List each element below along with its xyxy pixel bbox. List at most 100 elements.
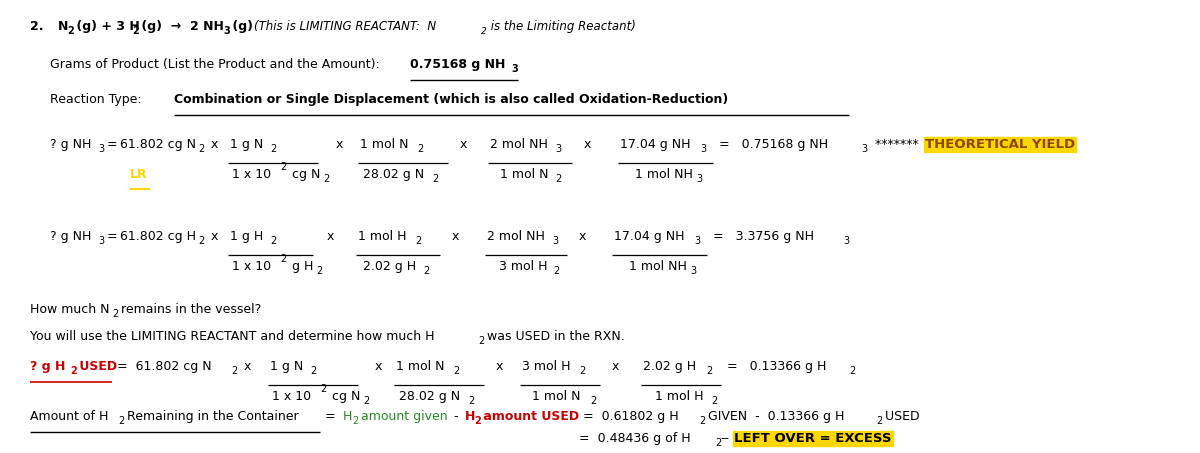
Text: 2: 2 xyxy=(280,254,287,264)
Text: 2: 2 xyxy=(415,236,421,246)
Text: 2: 2 xyxy=(474,416,481,426)
Text: 3: 3 xyxy=(700,144,706,154)
Text: 2: 2 xyxy=(280,162,287,172)
Text: 2: 2 xyxy=(364,396,370,406)
Text: 28.02 g N: 28.02 g N xyxy=(364,168,424,181)
Text: 2: 2 xyxy=(67,26,73,36)
Text: x: x xyxy=(203,138,218,151)
Text: ? g NH: ? g NH xyxy=(50,230,91,243)
Text: 3: 3 xyxy=(223,26,229,36)
Text: 2: 2 xyxy=(554,174,562,184)
Text: x: x xyxy=(314,230,335,243)
Text: 17.04 g NH: 17.04 g NH xyxy=(620,138,690,151)
Text: 1 x 10: 1 x 10 xyxy=(232,260,271,273)
Text: =: = xyxy=(103,230,121,243)
Text: THEORETICAL YIELD: THEORETICAL YIELD xyxy=(925,138,1075,151)
Text: 2: 2 xyxy=(481,27,487,36)
Text: =  61.802 cg N: = 61.802 cg N xyxy=(113,360,211,373)
Text: =   0.75168 g NH: = 0.75168 g NH xyxy=(715,138,828,151)
Text: x: x xyxy=(484,360,503,373)
Text: 1 g H: 1 g H xyxy=(230,230,263,243)
Text: 1 mol NH: 1 mol NH xyxy=(635,168,692,181)
Text: 2: 2 xyxy=(230,366,238,376)
Text: 1 mol H: 1 mol H xyxy=(655,390,703,403)
Text: 2: 2 xyxy=(850,366,856,376)
Text: ? g NH: ? g NH xyxy=(50,138,91,151)
Text: -: - xyxy=(450,410,462,423)
Text: x: x xyxy=(572,138,592,151)
Text: 1 g N: 1 g N xyxy=(230,138,263,151)
Text: --: -- xyxy=(720,432,730,445)
Text: 1 x 10: 1 x 10 xyxy=(272,390,311,403)
Text: 2: 2 xyxy=(710,396,718,406)
Text: 2: 2 xyxy=(418,144,424,154)
Text: Remaining in the Container: Remaining in the Container xyxy=(124,410,299,423)
Text: 3: 3 xyxy=(554,144,562,154)
Text: amount USED: amount USED xyxy=(479,410,580,423)
Text: 2: 2 xyxy=(715,438,721,448)
Text: 2: 2 xyxy=(876,416,882,426)
Text: 1 mol NH: 1 mol NH xyxy=(629,260,686,273)
Text: Grams of Product (List the Product and the Amount):: Grams of Product (List the Product and t… xyxy=(50,58,391,71)
Text: amount given: amount given xyxy=(358,410,448,423)
Text: x: x xyxy=(236,360,251,373)
Text: 0.75168 g NH: 0.75168 g NH xyxy=(410,58,505,71)
Text: USED: USED xyxy=(881,410,919,423)
Text: 1 mol N: 1 mol N xyxy=(396,360,444,373)
Text: 2: 2 xyxy=(590,396,596,406)
Text: (g) + 3 H: (g) + 3 H xyxy=(72,20,139,33)
Text: 2: 2 xyxy=(198,144,204,154)
Text: 3: 3 xyxy=(98,144,104,154)
Text: =: = xyxy=(103,138,121,151)
Text: 2: 2 xyxy=(310,366,317,376)
Text: 2: 2 xyxy=(468,396,474,406)
Text: 2: 2 xyxy=(70,366,77,376)
Text: 3: 3 xyxy=(511,64,517,74)
Text: 3: 3 xyxy=(690,266,696,276)
Text: H: H xyxy=(343,410,353,423)
Text: =  0.48436 g of H: = 0.48436 g of H xyxy=(580,432,691,445)
Text: 3: 3 xyxy=(696,174,702,184)
Text: 3: 3 xyxy=(694,236,700,246)
Text: Combination or Single Displacement (which is also called Oxidation-Reduction): Combination or Single Displacement (whic… xyxy=(174,93,728,106)
Text: Amount of H: Amount of H xyxy=(30,410,108,423)
Text: 2: 2 xyxy=(454,366,460,376)
Text: LEFT OVER = EXCESS: LEFT OVER = EXCESS xyxy=(734,432,892,445)
Text: 3: 3 xyxy=(862,144,868,154)
Text: 2: 2 xyxy=(112,309,119,319)
Text: is the Limiting Reactant): is the Limiting Reactant) xyxy=(487,20,636,33)
Text: 1 g N: 1 g N xyxy=(270,360,304,373)
Text: 2: 2 xyxy=(132,26,139,36)
Text: 2.02 g H: 2.02 g H xyxy=(364,260,416,273)
Text: x: x xyxy=(203,230,218,243)
Text: Reaction Type:: Reaction Type: xyxy=(50,93,150,106)
Text: 3: 3 xyxy=(98,236,104,246)
Text: 2.: 2. xyxy=(30,20,43,33)
Text: (g): (g) xyxy=(228,20,262,33)
Text: 1 mol N: 1 mol N xyxy=(500,168,548,181)
Text: 3 mol H: 3 mol H xyxy=(499,260,547,273)
Text: USED: USED xyxy=(74,360,118,373)
Text: N: N xyxy=(58,20,68,33)
Text: H: H xyxy=(466,410,475,423)
Text: 2: 2 xyxy=(553,266,559,276)
Text: 2 mol NH: 2 mol NH xyxy=(487,230,545,243)
Text: 2: 2 xyxy=(424,266,430,276)
Text: 2: 2 xyxy=(432,174,438,184)
Text: 2: 2 xyxy=(320,384,326,394)
Text: 2: 2 xyxy=(323,174,329,184)
Text: 2: 2 xyxy=(706,366,713,376)
Text: 1 mol N: 1 mol N xyxy=(360,138,408,151)
Text: cg N: cg N xyxy=(288,168,320,181)
Text: 3: 3 xyxy=(552,236,558,246)
Text: 2: 2 xyxy=(270,236,276,246)
Text: 61.802 cg H: 61.802 cg H xyxy=(120,230,196,243)
Text: 2 mol NH: 2 mol NH xyxy=(490,138,548,151)
Text: was USED in the RXN.: was USED in the RXN. xyxy=(482,330,625,343)
Text: 1 mol N: 1 mol N xyxy=(532,390,581,403)
Text: x: x xyxy=(448,138,467,151)
Text: remains in the vessel?: remains in the vessel? xyxy=(118,303,262,316)
Text: 1 mol H: 1 mol H xyxy=(358,230,407,243)
Text: 2: 2 xyxy=(698,416,706,426)
Text: 2: 2 xyxy=(270,144,276,154)
